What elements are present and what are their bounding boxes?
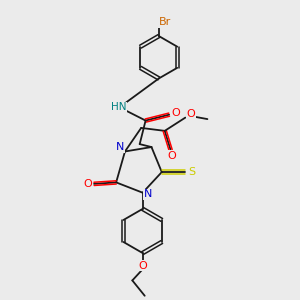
Text: N: N: [116, 142, 124, 152]
Text: O: O: [83, 179, 92, 189]
Text: HN: HN: [111, 102, 127, 112]
Text: Br: Br: [159, 17, 171, 27]
Text: O: O: [138, 261, 147, 271]
Text: N: N: [144, 189, 152, 199]
Text: S: S: [188, 167, 195, 177]
Text: O: O: [168, 151, 176, 161]
Text: O: O: [186, 109, 195, 119]
Text: O: O: [171, 108, 180, 118]
